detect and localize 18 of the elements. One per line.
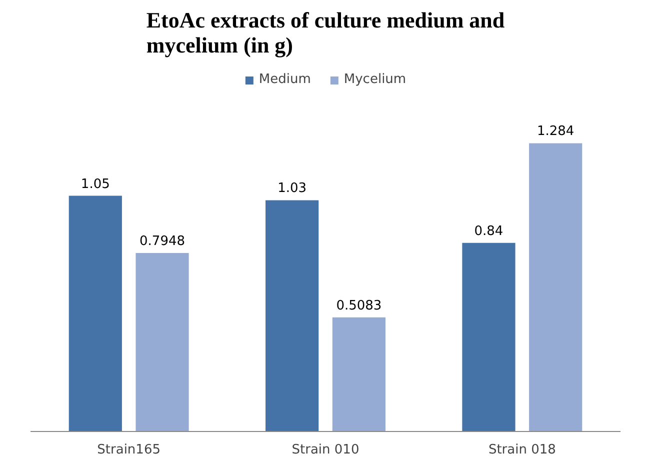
bar	[266, 200, 319, 432]
legend-label: Medium	[258, 72, 311, 87]
data-label: 1.03	[278, 181, 307, 196]
x-tick-label: Strain165	[97, 442, 160, 458]
bar	[462, 242, 516, 432]
chart-title: EtoAc extracts of culture medium and mycelium (in g)	[146, 8, 505, 58]
data-label: 0.84	[474, 224, 504, 239]
x-tick-label: Strain 018	[488, 442, 556, 458]
data-label: 0.7948	[140, 234, 186, 250]
data-label: 0.5083	[336, 298, 382, 314]
bar	[529, 143, 582, 432]
x-tick-label: Strain 010	[292, 442, 360, 458]
data-label: 1.284	[536, 124, 574, 140]
bar	[136, 253, 189, 432]
legend-label: Mycelium	[344, 72, 406, 87]
data-label: 1.05	[80, 176, 110, 192]
bar	[68, 196, 122, 432]
bar	[332, 317, 386, 432]
